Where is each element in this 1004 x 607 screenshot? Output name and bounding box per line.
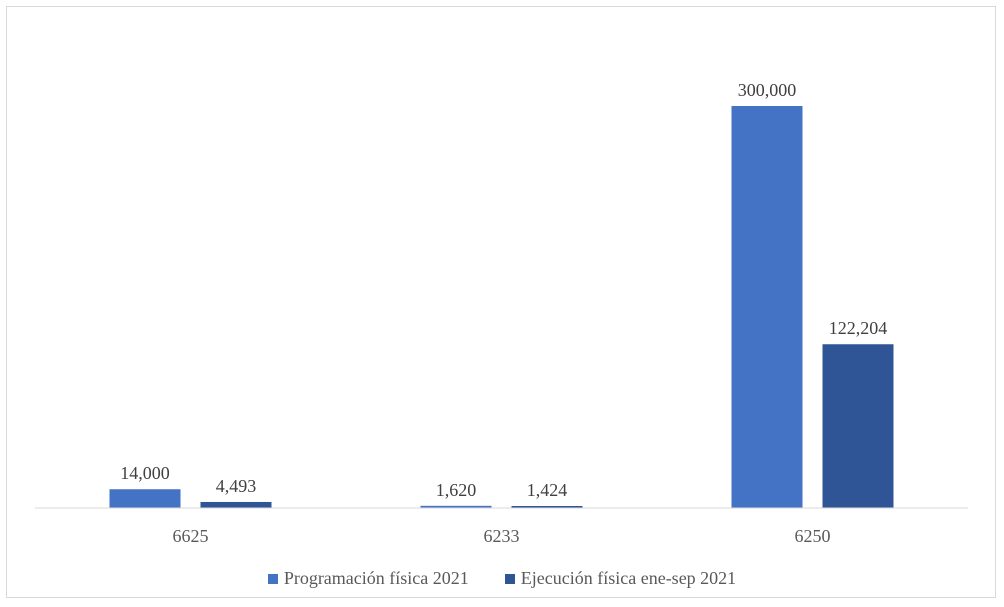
bar-programacion-6233	[420, 505, 492, 508]
legend-label-programacion: Programación física 2021	[283, 568, 469, 588]
data-label-programacion-6250: 300,000	[738, 80, 797, 100]
x-tick-label-6250: 6250	[795, 526, 831, 546]
x-tick-label-6625: 6625	[173, 526, 209, 546]
data-labels-group: 14,000 4,493 1,620 1,424 300,000 122,204	[120, 80, 887, 500]
data-label-ejecucion-6625: 4,493	[216, 476, 257, 496]
bar-programacion-6625	[109, 489, 181, 508]
x-tick-labels: 6625 6233 6250	[173, 526, 831, 546]
data-label-programacion-6233: 1,620	[436, 480, 477, 500]
legend-item-ejecucion: Ejecución física ene-sep 2021	[504, 568, 737, 589]
legend-swatch-ejecucion	[504, 573, 515, 584]
bars-group	[109, 106, 894, 508]
bar-ejecucion-6250	[822, 344, 894, 508]
legend: Programación física 2021 Ejecución físic…	[0, 568, 1004, 589]
bar-ejecucion-6233	[511, 506, 583, 508]
bar-programacion-6250	[731, 106, 803, 508]
bar-ejecucion-6625	[200, 501, 272, 508]
legend-item-programacion: Programación física 2021	[267, 568, 469, 589]
data-label-ejecucion-6250: 122,204	[829, 318, 888, 338]
x-tick-label-6233: 6233	[484, 526, 520, 546]
data-label-programacion-6625: 14,000	[120, 463, 170, 483]
legend-label-ejecucion: Ejecución física ene-sep 2021	[520, 568, 737, 588]
data-label-ejecucion-6233: 1,424	[527, 480, 568, 500]
legend-swatch-programacion	[267, 573, 278, 584]
